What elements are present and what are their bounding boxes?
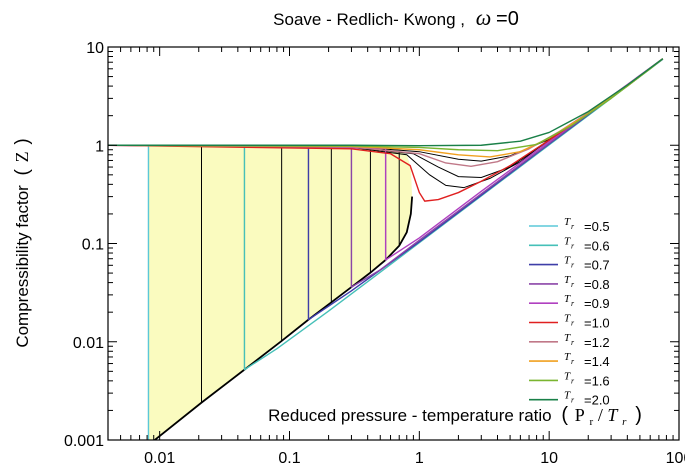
legend-symbol: T	[564, 235, 571, 247]
chart-title: Soave - Redlich- Kwong , ω =0	[273, 5, 519, 30]
legend-label: =0.6	[584, 238, 610, 253]
x-axis-label-slash: /	[598, 405, 608, 425]
legend-sub: r	[571, 241, 575, 250]
y-axis-label-open: (	[12, 168, 33, 175]
x-tick-label: 0.1	[278, 450, 300, 467]
x-axis-label-open: (	[561, 404, 568, 426]
two-phase-region	[148, 145, 413, 440]
y-tick-label: 0.001	[64, 433, 104, 450]
legend-sub: r	[571, 357, 575, 366]
y-tick-label: 0.01	[73, 335, 104, 352]
legend-symbol: T	[564, 255, 571, 267]
y-tick-label: 0.1	[82, 237, 104, 254]
x-axis-label-p: P	[575, 405, 585, 425]
x-axis-label-t-sub: r	[622, 416, 627, 428]
legend-label: =1.2	[584, 335, 610, 350]
y-axis-label-text: Compressibility factor	[13, 185, 32, 348]
y-axis-label-close: )	[12, 138, 33, 144]
legend-label: =0.5	[584, 219, 610, 234]
legend-symbol: T	[564, 274, 571, 286]
legend-symbol: T	[564, 390, 571, 402]
y-tick-label: 10	[86, 40, 104, 57]
legend-symbol: T	[564, 351, 571, 363]
x-axis-label: Reduced pressure - temperature ratio ( P…	[268, 404, 642, 429]
omega-value: =0	[496, 8, 519, 30]
legend-label: =1.0	[584, 316, 610, 331]
x-axis-label-close: )	[635, 404, 642, 426]
legend-label: =0.7	[584, 258, 610, 273]
chart-title-text: Soave - Redlich- Kwong ,	[273, 10, 465, 29]
legend-symbol: T	[564, 293, 571, 305]
legend-symbol: T	[564, 216, 571, 228]
y-axis-label-z: Z	[12, 151, 32, 162]
legend-label: =1.6	[584, 373, 610, 388]
legend-sub: r	[571, 376, 575, 385]
legend-sub: r	[571, 299, 575, 308]
x-axis-label-text: Reduced pressure - temperature ratio	[268, 406, 551, 425]
legend-symbol: T	[564, 370, 571, 382]
legend-sub: r	[571, 338, 575, 347]
legend-symbol: T	[564, 313, 571, 325]
legend-sub: r	[571, 261, 575, 270]
x-tick-label: 0.01	[144, 450, 175, 467]
legend-sub: r	[571, 319, 575, 328]
series-line-tr-2	[108, 58, 664, 147]
x-tick-label: 1	[415, 450, 424, 467]
legend-sub: r	[571, 222, 575, 231]
omega-symbol: ω	[476, 5, 492, 30]
legend-symbol: T	[564, 332, 571, 344]
x-axis-label-t: T	[607, 405, 619, 425]
y-tick-label: 1	[95, 138, 104, 155]
legend-label: =0.9	[584, 296, 610, 311]
legend-label: =2.0	[584, 393, 610, 408]
series-line-tr-1-6	[108, 58, 664, 152]
legend-label: =0.8	[584, 277, 610, 292]
legend-sub: r	[571, 396, 575, 405]
x-axis-label-p-sub: r	[590, 416, 594, 428]
legend-label: =1.4	[584, 354, 610, 369]
y-axis-label: Compressibility factor ( Z )	[12, 138, 33, 347]
legend-sub: r	[571, 280, 575, 289]
x-tick-label: 100	[666, 450, 685, 467]
x-tick-label: 10	[540, 450, 558, 467]
